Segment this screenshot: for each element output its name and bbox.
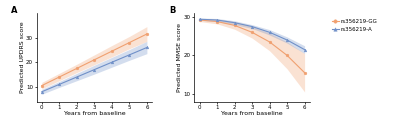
Y-axis label: Predicted UPDRS score: Predicted UPDRS score	[20, 21, 25, 93]
Text: A: A	[11, 6, 18, 15]
X-axis label: Years from baseline: Years from baseline	[64, 111, 125, 116]
Text: B: B	[169, 6, 175, 15]
Legend: rs356219-GG, rs356219-A: rs356219-GG, rs356219-A	[331, 18, 379, 33]
Y-axis label: Predicted MMSE score: Predicted MMSE score	[178, 23, 182, 92]
X-axis label: Years from baseline: Years from baseline	[221, 111, 283, 116]
